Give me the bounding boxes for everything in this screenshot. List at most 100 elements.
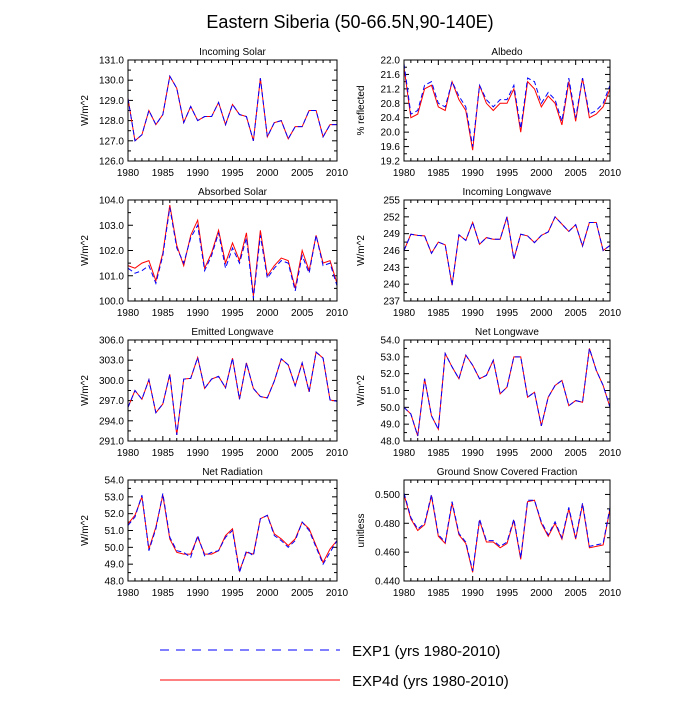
x-tick-label: 2010 bbox=[326, 308, 349, 319]
panel-absorbed-solar: Absorbed Solar W/m^2 100.0 101.0 102.0 103.0 1… bbox=[80, 187, 349, 319]
y-axis-label: unitless bbox=[356, 514, 367, 548]
x-tick-label: 1980 bbox=[393, 588, 416, 599]
x-tick-label: 1980 bbox=[117, 168, 140, 179]
y-axis-label: W/m^2 bbox=[80, 235, 91, 266]
legend-label-exp1: EXP1 (yrs 1980-2010) bbox=[352, 643, 500, 660]
y-axis-label: % reflected bbox=[356, 85, 367, 135]
y-axis-label: W/m^2 bbox=[356, 235, 367, 266]
x-tick-label: 1995 bbox=[221, 168, 244, 179]
series-line-exp4d bbox=[127, 495, 338, 573]
y-tick-label: 0.480 bbox=[375, 519, 400, 530]
y-tick-label: 101.0 bbox=[99, 271, 124, 282]
x-tick-label: 1995 bbox=[496, 168, 519, 179]
y-axis-label: W/m^2 bbox=[80, 375, 91, 406]
x-tick-label: 1995 bbox=[496, 448, 519, 459]
y-axis-label: W/m^2 bbox=[80, 515, 91, 546]
y-tick-label: 100.0 bbox=[99, 297, 124, 308]
x-tick-label: 1980 bbox=[393, 448, 416, 459]
y-tick-label: 300.0 bbox=[99, 376, 124, 387]
y-tick-label: 48.0 bbox=[381, 437, 401, 448]
panel-title: Incoming Longwave bbox=[463, 187, 552, 198]
y-tick-label: 49.0 bbox=[381, 420, 401, 431]
y-tick-label: 19.2 bbox=[381, 157, 401, 168]
series-line-exp1 bbox=[403, 63, 611, 147]
y-axis-label: W/m^2 bbox=[356, 375, 367, 406]
y-tick-label: 126.0 bbox=[99, 157, 124, 168]
x-tick-label: 1995 bbox=[221, 588, 244, 599]
y-tick-label: 252 bbox=[383, 212, 400, 223]
x-tick-label: 1990 bbox=[187, 588, 210, 599]
series-line-exp4d bbox=[403, 67, 611, 151]
y-tick-label: 48.0 bbox=[105, 577, 125, 588]
series-line-exp4d bbox=[127, 204, 338, 297]
x-tick-label: 1990 bbox=[187, 308, 210, 319]
x-tick-label: 2005 bbox=[291, 168, 314, 179]
panel-title: Albedo bbox=[491, 47, 523, 58]
x-tick-label: 2010 bbox=[326, 168, 349, 179]
y-tick-label: 51.0 bbox=[105, 526, 125, 537]
y-tick-label: 249 bbox=[383, 229, 400, 240]
y-tick-label: 246 bbox=[383, 246, 400, 257]
x-tick-label: 1995 bbox=[496, 588, 519, 599]
series-line-exp4d bbox=[403, 494, 611, 573]
figure-title: Eastern Siberia (50-66.5N,90-140E) bbox=[206, 12, 493, 32]
panel-title: Absorbed Solar bbox=[198, 187, 268, 198]
x-tick-label: 2010 bbox=[599, 168, 622, 179]
x-tick-label: 1985 bbox=[152, 588, 175, 599]
x-tick-label: 2010 bbox=[326, 588, 349, 599]
x-tick-label: 1990 bbox=[187, 168, 210, 179]
x-tick-label: 1990 bbox=[462, 308, 485, 319]
x-tick-label: 2000 bbox=[530, 308, 553, 319]
y-tick-label: 20.4 bbox=[381, 113, 401, 124]
x-tick-label: 2000 bbox=[256, 308, 279, 319]
x-tick-label: 1985 bbox=[427, 588, 450, 599]
plot-frame bbox=[403, 339, 611, 442]
x-tick-label: 1985 bbox=[152, 308, 175, 319]
y-tick-label: 19.6 bbox=[381, 142, 401, 153]
panels: Incoming Solar W/m^2 126.0 127.0 128.0 129.0 1… bbox=[80, 47, 622, 599]
panel-net-longwave: Net Longwave W/m^2 48.0 49.0 50.0 51.0 52.0 53.… bbox=[356, 327, 622, 459]
legend: EXP1 (yrs 1980-2010) EXP4d (yrs 1980-201… bbox=[160, 643, 509, 690]
panel-incoming-solar: Incoming Solar W/m^2 126.0 127.0 128.0 129.0 1… bbox=[80, 47, 349, 179]
x-tick-label: 1990 bbox=[462, 168, 485, 179]
series-line-exp4d bbox=[127, 74, 337, 142]
panel-ground-snow-covered-fraction: Ground Snow Covered Fraction unitless 0.44… bbox=[356, 467, 622, 599]
y-tick-label: 52.0 bbox=[381, 369, 401, 380]
x-tick-label: 1980 bbox=[393, 168, 416, 179]
y-tick-label: 20.8 bbox=[381, 99, 401, 110]
plot-frame bbox=[127, 199, 338, 302]
x-tick-label: 1980 bbox=[393, 308, 416, 319]
y-tick-label: 52.0 bbox=[105, 509, 125, 520]
x-tick-label: 1985 bbox=[152, 448, 175, 459]
y-tick-label: 306.0 bbox=[99, 336, 124, 347]
panel-title: Incoming Solar bbox=[199, 47, 266, 58]
y-tick-label: 54.0 bbox=[105, 476, 125, 487]
y-tick-label: 50.0 bbox=[105, 543, 125, 554]
series-line-exp4d bbox=[403, 215, 611, 286]
y-tick-label: 53.0 bbox=[105, 492, 125, 503]
x-tick-label: 2000 bbox=[530, 448, 553, 459]
y-tick-label: 131.0 bbox=[99, 56, 124, 67]
y-tick-label: 104.0 bbox=[99, 196, 124, 207]
x-tick-label: 1980 bbox=[117, 588, 140, 599]
x-tick-label: 2010 bbox=[599, 588, 622, 599]
y-tick-label: 130.0 bbox=[99, 76, 124, 87]
y-tick-label: 255 bbox=[383, 196, 400, 207]
y-tick-label: 129.0 bbox=[99, 96, 124, 107]
x-tick-label: 2005 bbox=[291, 448, 314, 459]
series-line-exp1 bbox=[127, 207, 338, 299]
panel-title: Ground Snow Covered Fraction bbox=[437, 467, 578, 478]
y-tick-label: 243 bbox=[383, 263, 400, 274]
x-tick-label: 2000 bbox=[256, 448, 279, 459]
y-tick-label: 21.6 bbox=[381, 70, 401, 81]
x-tick-label: 1985 bbox=[427, 448, 450, 459]
x-tick-label: 2000 bbox=[256, 168, 279, 179]
y-tick-label: 51.0 bbox=[381, 386, 401, 397]
y-tick-label: 303.0 bbox=[99, 356, 124, 367]
x-tick-label: 1990 bbox=[187, 448, 210, 459]
x-tick-label: 1990 bbox=[462, 588, 485, 599]
y-tick-label: 0.460 bbox=[375, 548, 400, 559]
x-tick-label: 2005 bbox=[565, 448, 588, 459]
